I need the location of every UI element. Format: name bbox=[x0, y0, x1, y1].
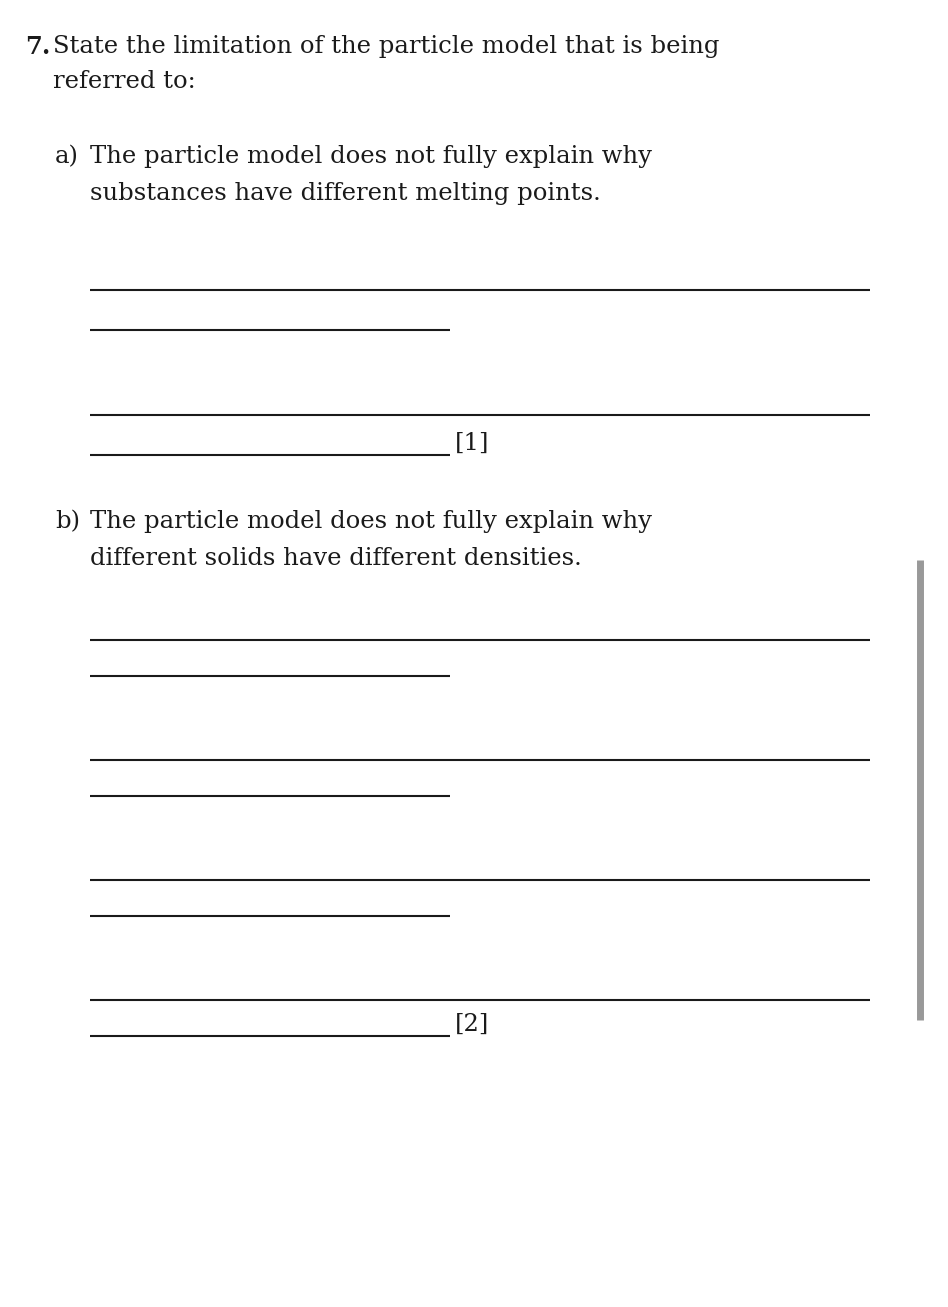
Text: a): a) bbox=[55, 145, 79, 169]
Text: substances have different melting points.: substances have different melting points… bbox=[90, 182, 601, 205]
Text: b): b) bbox=[55, 510, 80, 533]
Text: different solids have different densities.: different solids have different densitie… bbox=[90, 548, 582, 570]
Text: 7.: 7. bbox=[25, 35, 50, 59]
Text: The particle model does not fully explain why: The particle model does not fully explai… bbox=[90, 145, 652, 169]
Text: The particle model does not fully explain why: The particle model does not fully explai… bbox=[90, 510, 652, 533]
Text: State the limitation of the particle model that is being: State the limitation of the particle mod… bbox=[53, 35, 720, 58]
Text: [2]: [2] bbox=[455, 1013, 489, 1036]
Text: [1]: [1] bbox=[455, 433, 489, 455]
Text: referred to:: referred to: bbox=[53, 71, 195, 93]
